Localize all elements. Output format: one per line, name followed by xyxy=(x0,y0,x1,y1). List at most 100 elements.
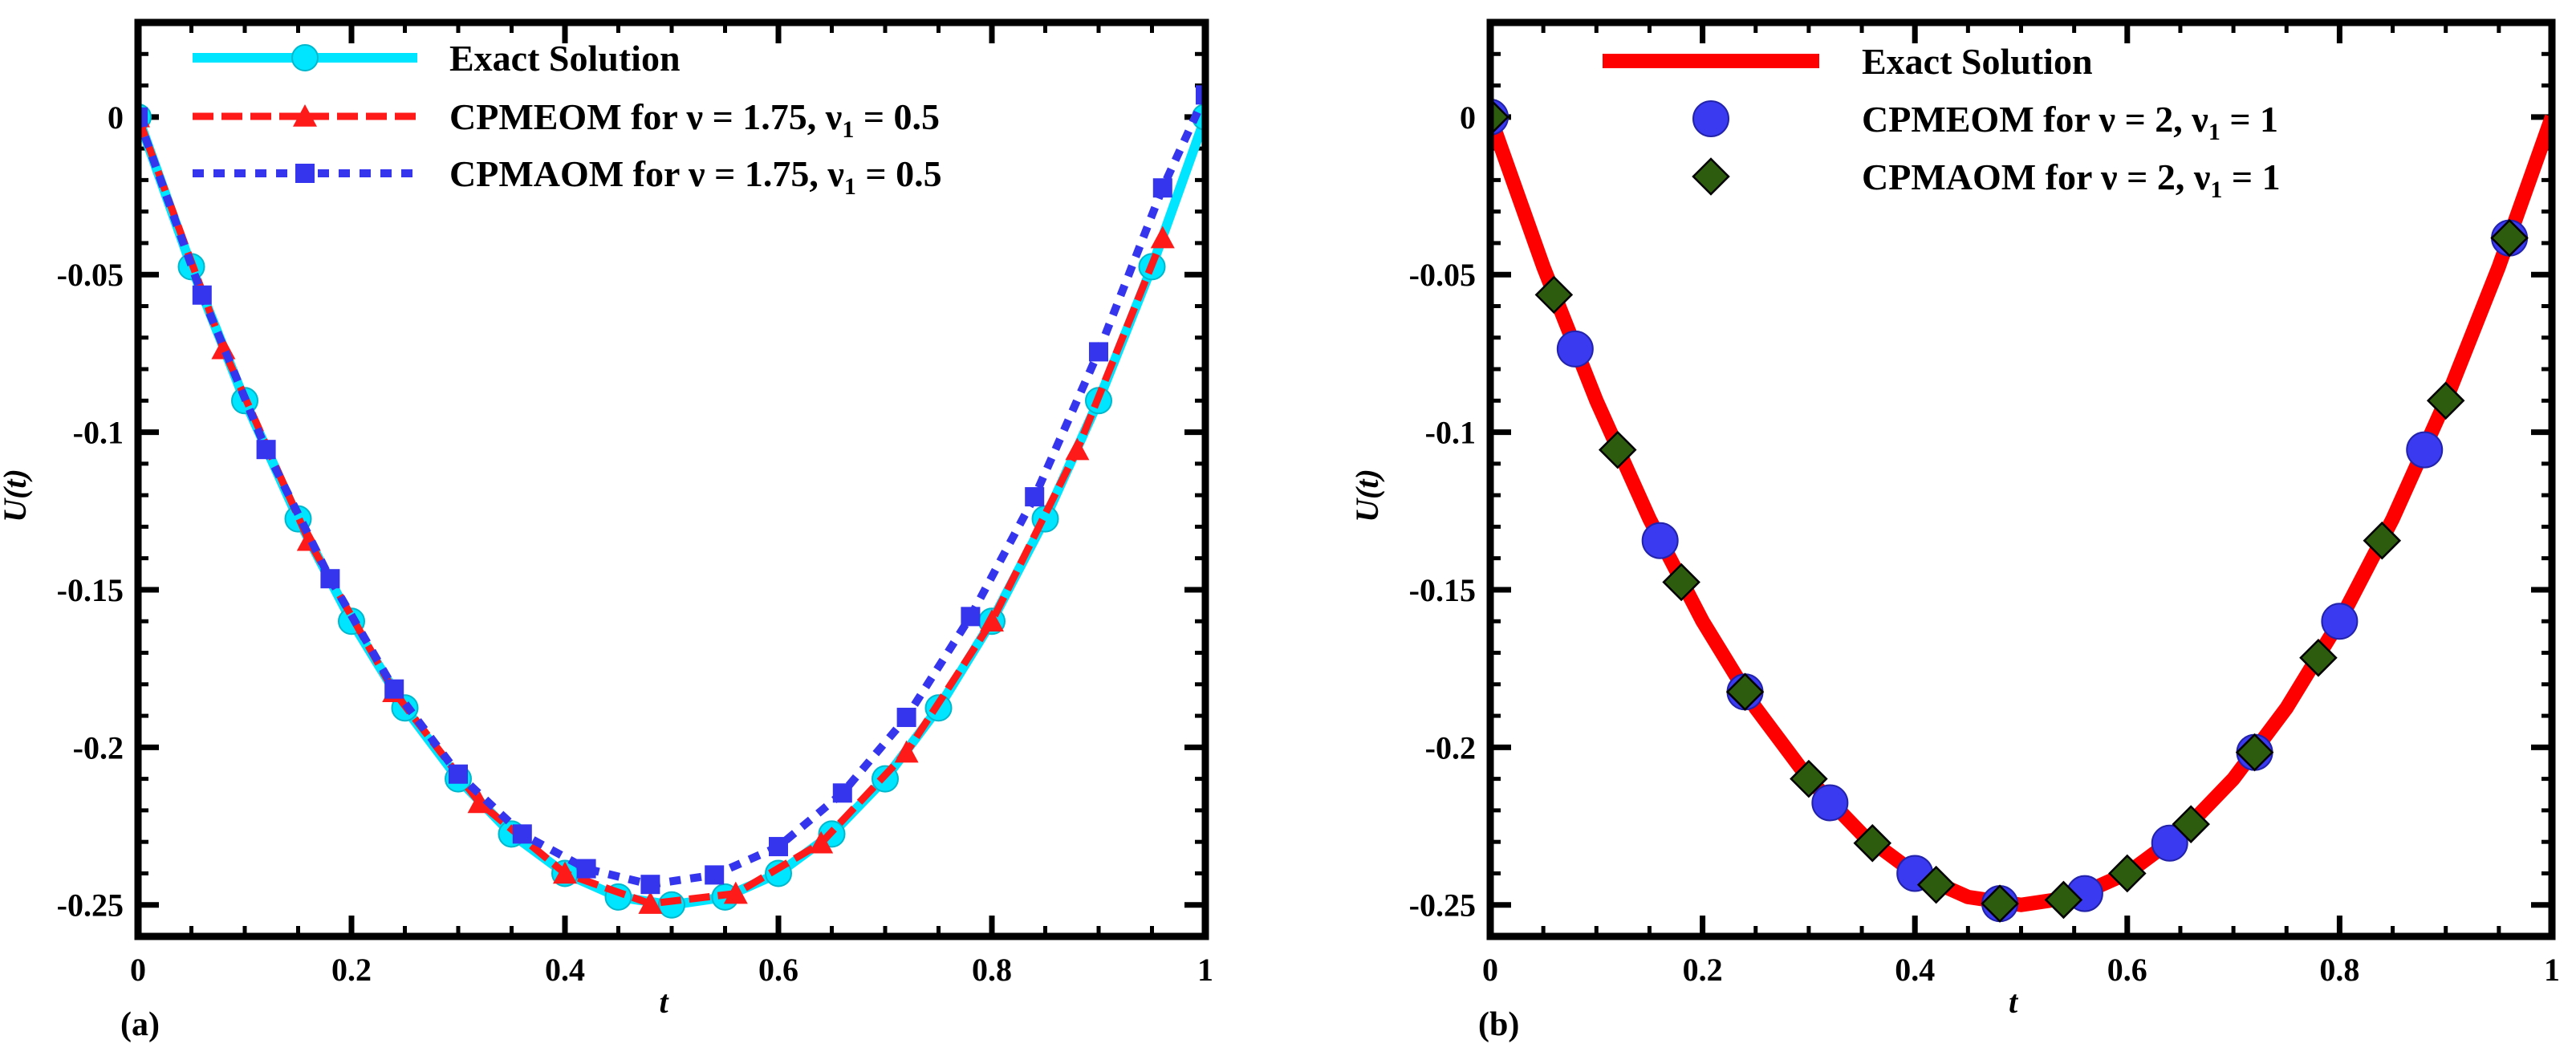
data-point xyxy=(1790,759,1828,798)
series-line-1 xyxy=(1490,114,2552,912)
legend-label: CPMAOM for ν = 1.75, ν1 = 0.5 xyxy=(449,153,942,200)
data-point xyxy=(894,740,919,763)
legend-text-part: CPMEOM for ν = 1.75, ν xyxy=(449,96,842,137)
x-tick-label: 0.4 xyxy=(545,952,585,988)
legend-text-part: = 0.5 xyxy=(856,153,942,194)
data-point xyxy=(1853,823,1892,863)
x-tick-label: 0.6 xyxy=(2107,952,2147,988)
y-tick-label: -0.1 xyxy=(73,415,124,451)
y-axis-title: U(t) xyxy=(1349,469,1385,522)
legend-marker xyxy=(1692,100,1729,137)
data-point xyxy=(2172,805,2210,843)
x-tick-label: 0.8 xyxy=(2319,952,2359,988)
data-point xyxy=(467,790,492,814)
x-tick-label: 0.2 xyxy=(331,952,372,988)
data-point xyxy=(2044,880,2083,920)
y-tick-label: -0.2 xyxy=(1425,729,1476,766)
data-point xyxy=(2235,733,2274,772)
x-tick-label: 0.8 xyxy=(972,952,1012,988)
legend-marker xyxy=(291,44,319,71)
legend-entry-3: CPMAOM for ν = 2, ν1 = 1 xyxy=(1692,156,2281,203)
legend-text-part: Exact Solution xyxy=(1862,41,2093,82)
legend-entry-1: Exact Solution xyxy=(193,38,681,79)
legend-label: Exact Solution xyxy=(449,38,681,79)
data-point xyxy=(809,830,834,854)
data-point xyxy=(576,859,596,879)
data-point xyxy=(896,708,916,728)
legend-label: CPMEOM for ν = 1.75, ν1 = 0.5 xyxy=(449,96,940,143)
x-tick-label: 0.4 xyxy=(1895,952,1935,988)
plot-frame xyxy=(134,18,1209,940)
series-line-2 xyxy=(138,116,1166,908)
data-point xyxy=(2151,824,2188,862)
legend-entry-1: Exact Solution xyxy=(1603,41,2093,82)
y-tick-label: -0.1 xyxy=(1425,415,1476,451)
chart-panel-b: 0 0.2 0.4 0.6 0.8 1 0 -0.05 -0.1 -0.15 -0.2 -0.25 Ex… xyxy=(1349,18,2560,1043)
plot-area xyxy=(138,85,1205,919)
y-tick-label: -0.2 xyxy=(73,729,124,766)
x-axis-title: t xyxy=(659,984,669,1020)
data-point xyxy=(832,783,852,803)
legend-text-part: Exact Solution xyxy=(449,38,681,79)
data-point xyxy=(1556,330,1594,368)
data-point xyxy=(2321,603,2359,640)
data-point xyxy=(1811,784,1849,822)
data-point xyxy=(449,764,468,784)
plot-area xyxy=(1490,98,2552,923)
data-point xyxy=(1916,865,1956,904)
data-point xyxy=(2299,639,2338,677)
data-point xyxy=(638,891,663,914)
data-point xyxy=(1662,562,1700,602)
legend-text-part: CPMAOM for ν = 1.75, ν xyxy=(449,153,844,194)
legend-text-part: = 0.5 xyxy=(854,96,940,137)
data-point xyxy=(1981,884,2019,923)
data-point xyxy=(961,607,981,627)
data-point xyxy=(2426,381,2465,420)
data-point xyxy=(2108,854,2147,893)
data-point xyxy=(1725,672,1765,711)
data-point xyxy=(512,824,532,844)
series-line-3 xyxy=(138,93,1205,889)
data-point xyxy=(1150,225,1175,249)
x-tick-label: 0.6 xyxy=(758,952,798,988)
legend-label: CPMEOM for ν = 2, ν1 = 1 xyxy=(1862,99,2278,145)
legend-subscript: 1 xyxy=(844,173,856,200)
data-point xyxy=(1598,430,1637,469)
data-point xyxy=(192,285,212,305)
legend-subscript: 1 xyxy=(842,116,854,143)
data-point xyxy=(1089,342,1108,362)
data-point xyxy=(640,875,660,895)
data-point xyxy=(1065,437,1090,461)
data-point xyxy=(2490,218,2529,258)
data-point xyxy=(384,679,404,699)
x-axis-title: t xyxy=(2009,984,2019,1020)
legend-text-part: = 1 xyxy=(2220,99,2278,140)
plot-frame xyxy=(1486,18,2556,940)
legend-subscript: 1 xyxy=(2210,177,2222,203)
y-axis-title: U(t) xyxy=(0,469,33,522)
legend-subscript: 1 xyxy=(2208,119,2220,145)
data-point xyxy=(1025,487,1045,507)
x-tick-label: 0 xyxy=(130,952,146,988)
legend-entry-3: CPMAOM for ν = 1.75, ν1 = 0.5 xyxy=(193,153,942,200)
data-point xyxy=(1534,275,1574,315)
data-point xyxy=(980,609,1004,631)
data-point xyxy=(1490,98,1509,136)
y-tick-label: -0.05 xyxy=(1409,257,1476,293)
data-point xyxy=(2363,521,2402,560)
data-point xyxy=(1641,522,1679,559)
legend-marker xyxy=(1692,157,1730,196)
data-point xyxy=(2406,431,2444,469)
data-point xyxy=(723,881,748,904)
legend-marker xyxy=(293,104,317,127)
legend-text-part: CPMAOM for ν = 2, ν xyxy=(1862,156,2210,197)
legend-label: CPMAOM for ν = 2, ν1 = 1 xyxy=(1862,156,2281,203)
legend-entry-2: CPMEOM for ν = 1.75, ν1 = 0.5 xyxy=(193,96,940,143)
y-tick-label: 0 xyxy=(1460,99,1476,136)
y-tick-label: -0.25 xyxy=(1409,887,1476,924)
y-tick-label: 0 xyxy=(108,99,124,136)
y-tick-label: -0.25 xyxy=(57,887,124,924)
data-point xyxy=(769,837,788,857)
x-tick-label: 1 xyxy=(1197,952,1213,988)
